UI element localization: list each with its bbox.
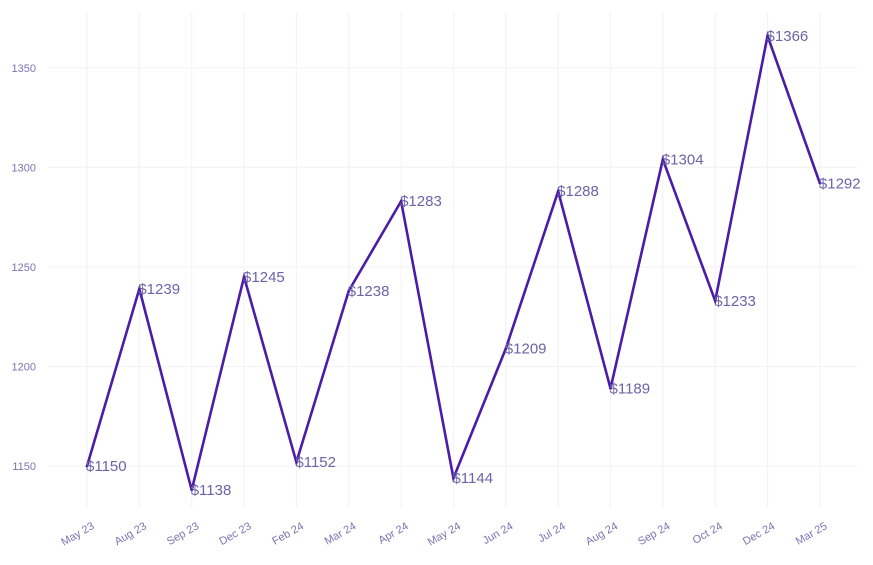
x-tick-label: Sep 24	[636, 520, 672, 548]
x-tick-label: Aug 24	[584, 520, 620, 548]
y-tick-label: 1200	[12, 362, 36, 374]
data-label: $1189	[610, 380, 651, 397]
data-point	[452, 476, 455, 480]
data-label: $1288	[557, 183, 599, 200]
data-point	[504, 347, 508, 350]
x-tick-label: Oct 24	[691, 520, 725, 547]
data-point	[85, 464, 89, 468]
series-group	[85, 31, 822, 492]
y-tick-label: 1250	[12, 262, 36, 274]
x-tick-label: Dec 24	[741, 520, 777, 548]
data-label: $1152	[295, 454, 336, 471]
y-gridlines	[48, 67, 857, 467]
data-point	[661, 158, 665, 161]
x-tick-label: May 23	[59, 520, 96, 548]
y-tick-label: 1150	[12, 461, 36, 473]
data-point	[609, 387, 612, 390]
data-labels-group: $1150 $1239 $1138 $1245 $1152 $1238 $1283 $1144…	[86, 28, 861, 499]
data-label: $1292	[819, 175, 861, 192]
data-label: $1366	[767, 28, 809, 45]
data-label: $1238	[348, 283, 390, 300]
data-label: $1245	[243, 269, 285, 286]
data-label: $1239	[138, 281, 180, 298]
data-point	[347, 289, 351, 293]
x-tick-label: Dec 23	[217, 520, 253, 548]
data-point	[190, 488, 193, 492]
y-tick-label: 1300	[12, 162, 36, 174]
x-tick-label: Jun 24	[481, 520, 516, 547]
data-point	[242, 275, 246, 279]
data-point	[556, 189, 560, 193]
x-tick-label: Aug 23	[113, 520, 149, 548]
x-tick-label: Mar 25	[794, 520, 830, 548]
data-label: $1283	[400, 193, 442, 210]
x-tick-label: Jul 24	[536, 520, 567, 545]
x-tick-label: Mar 24	[323, 520, 359, 548]
y-tick-label: 1350	[12, 63, 36, 75]
data-label: $1138	[191, 482, 232, 499]
data-point	[766, 34, 769, 38]
x-tick-label: May 24	[426, 520, 463, 548]
x-gridlines	[86, 12, 821, 508]
y-axis-tick-labels: 1150 1200 1250 1300 1350	[12, 63, 36, 473]
x-tick-label: Sep 23	[165, 520, 201, 548]
x-axis-tick-labels: May 23 Aug 23 Sep 23 Dec 23 Feb 24 Mar 24 Apr …	[59, 520, 829, 548]
data-label: $1150	[86, 458, 127, 475]
data-label: $1144	[452, 470, 493, 487]
data-point	[713, 299, 717, 303]
data-point	[138, 287, 141, 291]
data-label: $1209	[505, 341, 547, 358]
data-label: $1304	[662, 151, 704, 168]
data-point	[295, 460, 298, 464]
data-point	[399, 199, 403, 203]
x-tick-label: Feb 24	[270, 520, 306, 548]
data-point	[818, 182, 822, 185]
x-tick-label: Apr 24	[377, 520, 411, 547]
data-label: $1233	[714, 293, 756, 310]
